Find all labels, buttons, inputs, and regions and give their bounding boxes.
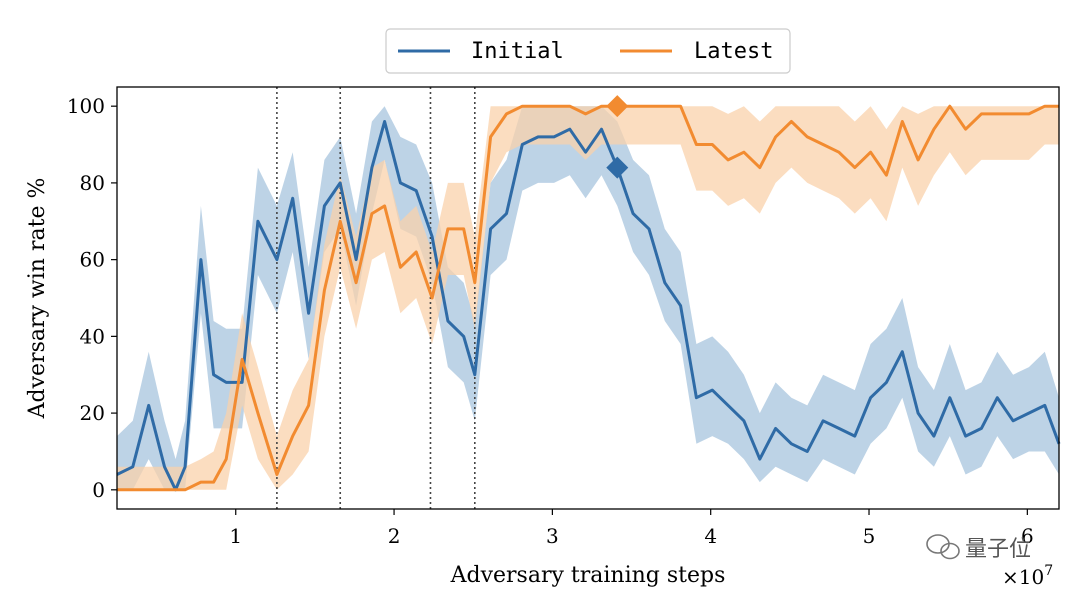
line-latest xyxy=(117,104,1059,492)
x-multiplier: ×107 xyxy=(1002,563,1053,589)
confidence-bands xyxy=(117,106,1059,490)
legend-box xyxy=(385,28,791,74)
y-axis-title: Adversary win rate % xyxy=(25,178,50,420)
x-axis-title: Adversary training steps xyxy=(450,563,726,588)
y-tick-label-40: 40 xyxy=(80,324,105,348)
y-tick-label-0: 0 xyxy=(92,478,105,502)
legend-latest-label: Latest xyxy=(694,39,773,64)
x-multiplier-base: ×10 xyxy=(1002,565,1044,589)
band-latest xyxy=(117,106,1059,490)
watermark-text: 量子位 xyxy=(965,537,1031,562)
legend: Initial Latest xyxy=(385,28,791,74)
series-markers xyxy=(606,95,629,179)
x-axis-ticks: 1 2 3 4 5 6 xyxy=(229,509,1034,548)
y-tick-label-100: 100 xyxy=(67,94,105,118)
x-tick-label-4: 4 xyxy=(704,524,717,548)
x-tick-label-1: 1 xyxy=(229,524,242,548)
marker-initial xyxy=(606,156,629,179)
x-tick-label-2: 2 xyxy=(388,524,401,548)
band-initial xyxy=(117,106,1059,490)
plot-frame xyxy=(116,86,1060,510)
wechat-icon xyxy=(926,534,960,560)
x-multiplier-exp: 7 xyxy=(1044,563,1053,579)
y-tick-label-80: 80 xyxy=(80,171,105,195)
x-tick-label-6: 6 xyxy=(1021,524,1034,548)
y-tick-label-20: 20 xyxy=(80,401,105,425)
watermark: 量子位 xyxy=(926,534,1031,562)
vertical-reference-lines xyxy=(276,87,476,509)
x-tick-label-3: 3 xyxy=(546,524,559,548)
y-axis-ticks: 0 20 40 60 80 100 xyxy=(67,94,117,502)
y-tick-label-60: 60 xyxy=(80,248,105,272)
series-lines xyxy=(116,104,1061,492)
marker-latest xyxy=(606,95,629,118)
line-initial xyxy=(116,120,1061,492)
x-tick-label-5: 5 xyxy=(863,524,876,548)
legend-initial-label: Initial xyxy=(471,39,564,64)
